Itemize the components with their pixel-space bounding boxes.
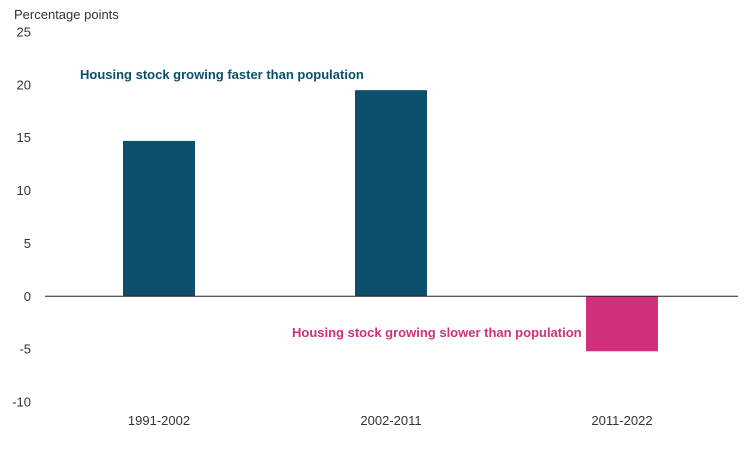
y-tick-label: 10 — [17, 183, 31, 198]
y-tick-label: 0 — [24, 289, 31, 304]
x-category-label: 2002-2011 — [360, 413, 421, 428]
y-axis-unit-label: Percentage points — [14, 7, 119, 22]
y-axis-ticks: -10 -5 0 5 10 15 20 25 — [12, 25, 31, 410]
bars — [123, 90, 658, 352]
bar-2002-2011 — [355, 90, 427, 297]
y-tick-label: 20 — [17, 77, 31, 92]
bar-1991-2002 — [123, 140, 195, 297]
annotation-slower: Housing stock growing slower than popula… — [292, 325, 582, 340]
y-tick-label: 25 — [17, 25, 31, 40]
x-category-label: 2011-2022 — [591, 413, 652, 428]
x-category-label: 1991-2002 — [128, 413, 190, 428]
bar-2011-2022 — [586, 296, 658, 352]
y-tick-label: -5 — [19, 342, 31, 357]
y-tick-label: 15 — [17, 130, 31, 145]
x-axis-categories: 1991-2002 2002-2011 2011-2022 — [128, 413, 653, 428]
annotation-faster: Housing stock growing faster than popula… — [80, 67, 364, 82]
y-tick-label: -10 — [12, 395, 31, 410]
y-tick-label: 5 — [24, 236, 31, 251]
